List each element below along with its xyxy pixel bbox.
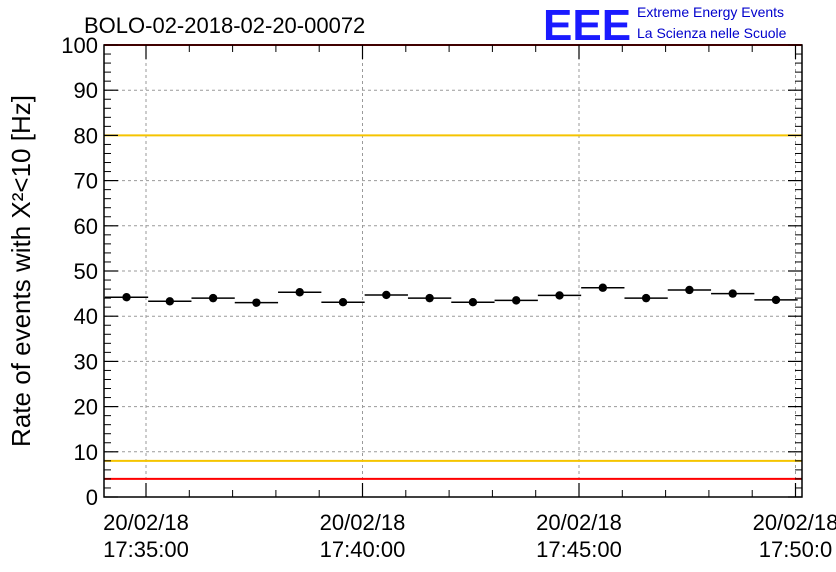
y-tick-label: 50 — [74, 259, 98, 284]
logo-line-2: La Scienza nelle Scuole — [637, 25, 787, 41]
y-tick-label: 90 — [74, 78, 98, 103]
data-point — [425, 293, 434, 303]
data-point — [468, 297, 478, 307]
y-tick-label: 30 — [74, 349, 98, 374]
data-point — [122, 293, 131, 302]
data-point — [598, 283, 608, 292]
x-tick-label-time: 17:35:00 — [103, 537, 189, 562]
logo-line-1: Extreme Energy Events — [637, 4, 784, 20]
data-point — [685, 285, 694, 295]
x-tick-label-time: 17:40:00 — [320, 537, 406, 562]
x-tick-label-time: 17:50:0 — [759, 537, 832, 562]
data-point — [555, 291, 564, 300]
x-tick-label-time: 17:45:00 — [536, 537, 622, 562]
data-points — [104, 283, 798, 307]
reference-lines — [104, 44, 802, 480]
data-point — [771, 295, 781, 305]
x-tick-label-date: 20/02/18 — [753, 510, 836, 535]
data-point — [208, 293, 218, 303]
data-point — [512, 296, 521, 305]
data-point — [382, 290, 391, 300]
data-point — [165, 297, 175, 306]
logo-mark: EEE — [543, 1, 631, 50]
y-tick-label: 100 — [61, 33, 98, 58]
axes: 010203040506070809010020/02/1817:35:0020… — [61, 33, 836, 562]
eee-logo: EEE Extreme Energy Events La Scienza nel… — [543, 1, 787, 50]
y-tick-label: 40 — [74, 304, 98, 329]
data-point — [252, 298, 261, 307]
y-tick-label: 70 — [74, 169, 98, 194]
y-axis-label: Rate of events with X²<10 [Hz] — [6, 95, 36, 447]
x-tick-label-date: 20/02/18 — [103, 510, 189, 535]
y-tick-label: 60 — [74, 214, 98, 239]
chart-title: BOLO-02-2018-02-20-00072 — [84, 13, 365, 38]
x-tick-label-date: 20/02/18 — [320, 510, 406, 535]
data-point — [338, 297, 348, 307]
y-tick-label: 0 — [86, 485, 98, 510]
x-tick-label-date: 20/02/18 — [536, 510, 622, 535]
grid-lines — [104, 45, 802, 497]
y-tick-label: 20 — [74, 395, 98, 420]
y-tick-label: 10 — [74, 440, 98, 465]
data-point — [295, 288, 304, 297]
data-point — [728, 289, 737, 298]
data-point — [641, 293, 651, 303]
y-tick-label: 80 — [74, 123, 98, 148]
